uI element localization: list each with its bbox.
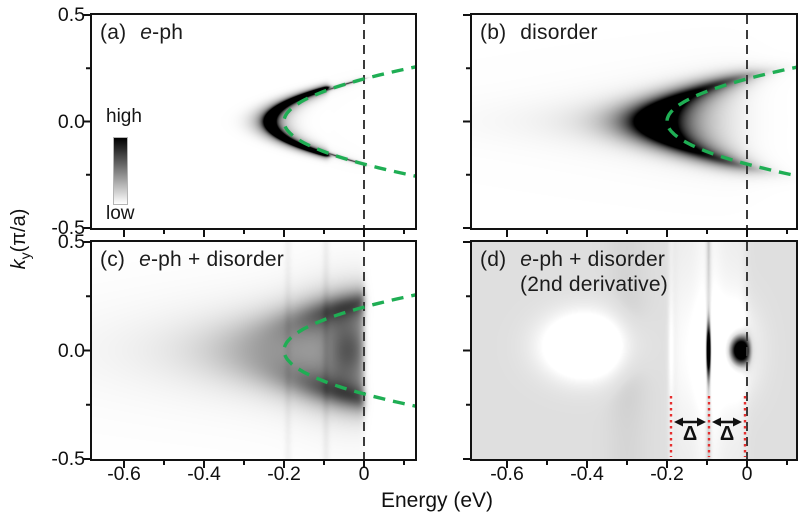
panel-d-title-text: -ph + disorder — [532, 248, 666, 271]
x-tick-label-right--0.6: -0.6 — [490, 463, 524, 485]
panel-c-heatmap — [92, 242, 415, 459]
panel-c — [90, 240, 417, 461]
panel-d-tag: (d) — [480, 248, 507, 271]
delta-annotation-2: Δ — [719, 423, 735, 445]
panel-d-title-line2: (2nd derivative) — [520, 273, 668, 296]
y-tick-label-c-0.5: 0.5 — [57, 231, 85, 253]
x-tick-label-right--0.2: -0.2 — [650, 463, 684, 485]
panel-b-title-text: disorder — [520, 21, 598, 44]
x-tick-label-left-0: 0 — [358, 463, 370, 485]
colorbar-gradient — [113, 137, 128, 205]
y-tick-label-c--0.5: -0.5 — [51, 448, 85, 470]
delta-annotation-1: Δ — [682, 423, 698, 445]
y-tick-label-c-0.0: 0.0 — [57, 339, 85, 362]
x-axis-label: Energy (eV) — [380, 489, 494, 512]
x-tick-label-right-0: 0 — [741, 463, 753, 485]
panel-a-title-text: -ph — [152, 21, 184, 44]
y-tick-label-a--0.5: -0.5 — [51, 217, 85, 239]
panel-a-tag: (a) — [100, 21, 127, 44]
panel-c-title-text: -ph + disorder — [150, 248, 284, 271]
y-tick-label-a-0.5: 0.5 — [57, 4, 85, 26]
panel-d — [470, 240, 798, 461]
panel-b-tag: (b) — [480, 21, 507, 44]
panel-b-heatmap — [472, 15, 796, 228]
panel-d-title: (d) e-ph + disorder — [480, 248, 665, 272]
panel-b-title: (b) disorder — [480, 21, 598, 45]
panel-a-title-italic: e — [140, 21, 153, 44]
panel-d-title-italic: e — [520, 248, 533, 271]
panel-c-title: (c) e-ph + disorder — [100, 248, 284, 272]
panel-d-heatmap — [472, 242, 796, 459]
panel-a-title: (a) e-ph — [100, 21, 183, 45]
x-tick-label-left--0.2: -0.2 — [267, 463, 301, 485]
colorbar-high-label: high — [106, 106, 142, 127]
panel-c-title-italic: e — [139, 248, 151, 271]
x-tick-label-right--0.4: -0.4 — [570, 463, 604, 485]
colorbar-low-label: low — [106, 203, 135, 224]
y-tick-label-a-0.0: 0.0 — [57, 110, 85, 133]
x-tick-label-left--0.4: -0.4 — [187, 463, 221, 485]
x-tick-label-left--0.6: -0.6 — [107, 463, 141, 485]
panel-b — [470, 13, 798, 230]
y-axis-label-k: k — [8, 259, 30, 270]
panel-c-tag: (c) — [100, 248, 126, 271]
